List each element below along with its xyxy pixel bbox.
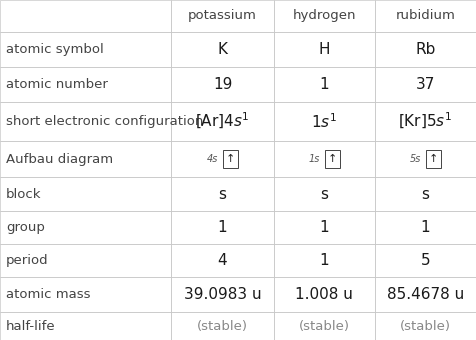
Text: 1: 1 bbox=[319, 76, 329, 92]
Bar bbox=[274, 102, 375, 141]
Bar bbox=[0, 177, 171, 211]
Text: 4s: 4s bbox=[208, 154, 218, 164]
Text: [Kr]5$s^{1}$: [Kr]5$s^{1}$ bbox=[398, 111, 453, 131]
Bar bbox=[171, 67, 274, 102]
Text: 5s: 5s bbox=[410, 154, 421, 164]
Bar bbox=[223, 150, 238, 168]
Bar bbox=[0, 244, 171, 277]
Bar bbox=[375, 141, 476, 177]
Text: potassium: potassium bbox=[188, 9, 257, 22]
Text: 19: 19 bbox=[213, 76, 232, 92]
Bar bbox=[0, 0, 171, 32]
Text: atomic number: atomic number bbox=[6, 78, 108, 91]
Text: s: s bbox=[421, 187, 429, 202]
Bar bbox=[375, 177, 476, 211]
Text: rubidium: rubidium bbox=[396, 9, 455, 22]
Bar bbox=[171, 277, 274, 312]
Text: (stable): (stable) bbox=[400, 320, 451, 333]
Text: 85.4678 u: 85.4678 u bbox=[387, 287, 464, 303]
Text: 1: 1 bbox=[420, 220, 430, 235]
Text: Aufbau diagram: Aufbau diagram bbox=[6, 153, 113, 166]
Text: K: K bbox=[218, 41, 228, 57]
Bar bbox=[171, 0, 274, 32]
Text: ↑: ↑ bbox=[327, 154, 337, 164]
Bar bbox=[0, 67, 171, 102]
Bar bbox=[0, 32, 171, 67]
Bar bbox=[375, 102, 476, 141]
Bar bbox=[171, 177, 274, 211]
Bar bbox=[0, 102, 171, 141]
Text: [Ar]4$s^{1}$: [Ar]4$s^{1}$ bbox=[195, 111, 250, 131]
Bar bbox=[171, 102, 274, 141]
Bar bbox=[274, 67, 375, 102]
Text: s: s bbox=[218, 187, 227, 202]
Text: block: block bbox=[6, 188, 42, 201]
Bar bbox=[375, 312, 476, 340]
Text: Rb: Rb bbox=[415, 41, 436, 57]
Text: atomic symbol: atomic symbol bbox=[6, 42, 104, 56]
Text: 1: 1 bbox=[319, 220, 329, 235]
Bar bbox=[274, 141, 375, 177]
Bar bbox=[274, 277, 375, 312]
Bar bbox=[375, 67, 476, 102]
Text: H: H bbox=[318, 41, 330, 57]
Bar bbox=[325, 150, 340, 168]
Bar bbox=[375, 0, 476, 32]
Bar bbox=[375, 244, 476, 277]
Bar bbox=[274, 244, 375, 277]
Bar bbox=[274, 0, 375, 32]
Text: half-life: half-life bbox=[6, 320, 56, 333]
Text: 1.008 u: 1.008 u bbox=[295, 287, 353, 303]
Bar bbox=[0, 211, 171, 244]
Text: ↑: ↑ bbox=[226, 154, 235, 164]
Bar bbox=[171, 211, 274, 244]
Text: hydrogen: hydrogen bbox=[292, 9, 356, 22]
Bar bbox=[274, 211, 375, 244]
Bar bbox=[426, 150, 441, 168]
Text: short electronic configuration: short electronic configuration bbox=[6, 115, 204, 128]
Bar bbox=[375, 211, 476, 244]
Text: 1s: 1s bbox=[309, 154, 320, 164]
Text: atomic mass: atomic mass bbox=[6, 288, 91, 302]
Text: period: period bbox=[6, 254, 49, 267]
Text: ↑: ↑ bbox=[429, 154, 438, 164]
Bar bbox=[0, 312, 171, 340]
Text: 1$s^{1}$: 1$s^{1}$ bbox=[311, 112, 337, 131]
Text: (stable): (stable) bbox=[197, 320, 248, 333]
Bar bbox=[375, 32, 476, 67]
Text: 37: 37 bbox=[416, 76, 435, 92]
Text: 4: 4 bbox=[218, 253, 228, 268]
Bar bbox=[0, 141, 171, 177]
Bar bbox=[274, 177, 375, 211]
Text: 1: 1 bbox=[319, 253, 329, 268]
Bar bbox=[171, 141, 274, 177]
Bar bbox=[171, 244, 274, 277]
Text: group: group bbox=[6, 221, 45, 234]
Text: (stable): (stable) bbox=[298, 320, 350, 333]
Text: 39.0983 u: 39.0983 u bbox=[184, 287, 261, 303]
Bar bbox=[171, 32, 274, 67]
Text: 1: 1 bbox=[218, 220, 228, 235]
Text: 5: 5 bbox=[420, 253, 430, 268]
Bar bbox=[274, 32, 375, 67]
Bar bbox=[171, 312, 274, 340]
Bar bbox=[375, 277, 476, 312]
Bar bbox=[0, 277, 171, 312]
Text: s: s bbox=[320, 187, 328, 202]
Bar bbox=[274, 312, 375, 340]
